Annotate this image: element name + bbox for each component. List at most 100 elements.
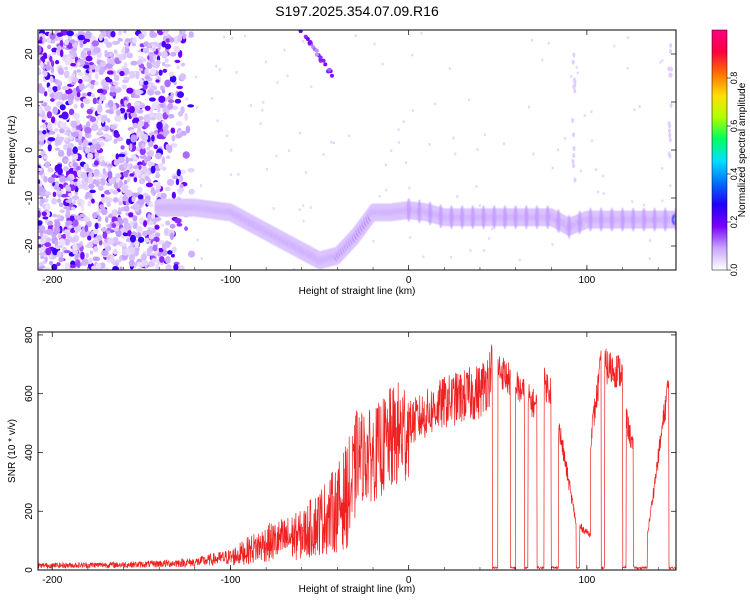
noise-speckle — [134, 168, 142, 177]
noise-speckle — [62, 93, 68, 101]
spectral-cell — [652, 207, 657, 232]
noise-speckle — [161, 40, 167, 48]
noise-speckle — [84, 126, 92, 134]
noise-speckle — [180, 106, 185, 114]
noise-speckle — [163, 63, 172, 68]
noise-speckle — [569, 74, 573, 78]
noise-speckle — [38, 105, 43, 114]
spectral-cell — [641, 207, 646, 232]
noise-speckle — [100, 126, 106, 131]
noise-speckle — [89, 116, 97, 122]
noise-speckle — [155, 171, 160, 175]
noise-speckle — [42, 38, 48, 43]
noise-speckle — [124, 112, 128, 120]
noise-speckle — [113, 138, 118, 144]
noise-speckle — [101, 160, 105, 165]
noise-speckle — [148, 112, 155, 117]
noise-speckle — [102, 231, 108, 239]
noise-speckle — [169, 232, 174, 241]
noise-speckle — [408, 186, 411, 190]
noise-speckle — [155, 185, 162, 190]
noise-speckle — [483, 133, 487, 137]
noise-speckle — [58, 257, 64, 263]
noise-speckle — [469, 249, 472, 253]
noise-speckle — [87, 235, 92, 241]
noise-speckle — [165, 144, 170, 150]
noise-speckle — [200, 257, 203, 261]
noise-speckle — [87, 176, 94, 185]
noise-speckle — [669, 42, 673, 48]
colorbar-label: Normalized spectral amplitude — [737, 82, 748, 217]
noise-speckle — [66, 130, 71, 137]
noise-speckle — [237, 172, 240, 176]
noise-speckle — [115, 173, 122, 179]
y-tick-label: 20 — [24, 48, 35, 60]
noise-speckle — [132, 221, 138, 229]
noise-speckle — [452, 136, 455, 140]
noise-speckle — [38, 210, 41, 218]
noise-speckle — [51, 174, 57, 178]
spectral-cell — [438, 204, 443, 229]
noise-speckle — [110, 254, 115, 263]
noise-speckle — [131, 195, 136, 203]
noise-speckle — [155, 173, 160, 179]
noise-speckle — [38, 67, 41, 75]
noise-speckle — [43, 155, 48, 160]
noise-speckle — [105, 41, 113, 48]
noise-speckle — [130, 128, 135, 134]
spectral-cell — [609, 207, 614, 232]
noise-speckle — [95, 262, 102, 269]
noise-speckle — [80, 251, 85, 260]
noise-speckle — [667, 66, 671, 72]
noise-speckle — [575, 65, 579, 69]
noise-speckle — [61, 233, 67, 239]
noise-speckle — [112, 103, 117, 111]
noise-speckle — [188, 188, 195, 195]
noise-speckle — [668, 132, 672, 138]
noise-speckle — [150, 213, 156, 220]
noise-speckle — [56, 32, 64, 37]
noise-speckle — [173, 263, 179, 270]
noise-speckle — [157, 104, 161, 113]
noise-speckle — [176, 222, 183, 227]
snr-x-axis: -200 -100 0 100 — [42, 332, 659, 586]
noise-speckle — [154, 224, 160, 230]
noise-speckle — [55, 91, 61, 98]
noise-speckle — [602, 192, 605, 196]
noise-speckle — [45, 191, 52, 196]
noise-speckle — [52, 247, 59, 256]
noise-speckle — [81, 258, 89, 266]
y-tick-label: 800 — [24, 326, 35, 343]
noise-speckle — [579, 169, 583, 173]
noise-speckle — [47, 167, 54, 173]
noise-speckle — [105, 62, 113, 69]
noise-speckle — [185, 125, 191, 134]
noise-speckle — [571, 59, 575, 65]
noise-speckle — [571, 117, 575, 123]
noise-speckle — [138, 165, 142, 171]
noise-speckle — [124, 38, 132, 43]
noise-speckle — [109, 91, 117, 97]
noise-speckle — [38, 252, 47, 257]
noise-speckle — [154, 232, 161, 238]
noise-speckle — [151, 134, 155, 142]
noise-speckle — [113, 74, 120, 82]
noise-speckle — [259, 122, 262, 126]
noise-speckle — [92, 97, 97, 105]
noise-speckle — [138, 67, 143, 72]
noise-speckle — [532, 152, 535, 156]
noise-speckle — [215, 64, 218, 68]
noise-speckle — [482, 249, 486, 253]
noise-speckle — [98, 239, 103, 246]
noise-speckle — [184, 97, 189, 101]
noise-speckle — [93, 46, 101, 54]
noise-speckle — [128, 158, 134, 162]
noise-speckle — [50, 60, 55, 67]
noise-speckle — [50, 98, 55, 102]
y-tick-label: -20 — [24, 238, 35, 253]
noise-speckle — [49, 32, 56, 40]
noise-speckle — [153, 217, 162, 222]
noise-speckle — [56, 250, 62, 258]
noise-speckle — [187, 250, 196, 258]
noise-speckle — [182, 151, 190, 159]
